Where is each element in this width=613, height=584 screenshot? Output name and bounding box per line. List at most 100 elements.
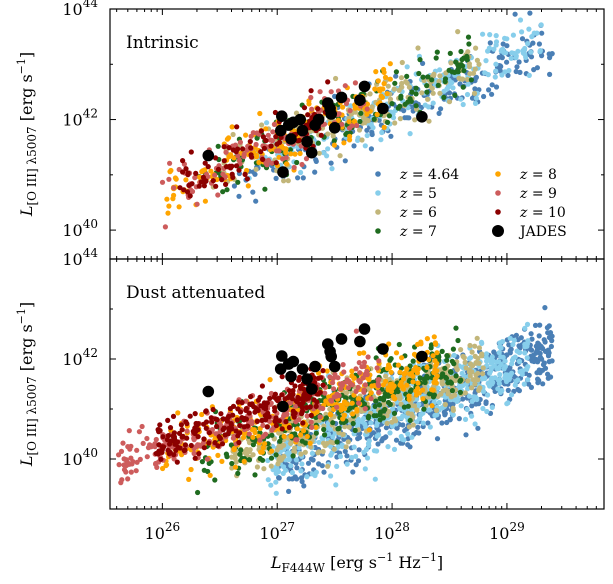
data-point [128, 455, 134, 461]
series-jades [202, 80, 428, 178]
jades-point [358, 80, 371, 93]
data-point [495, 386, 501, 392]
data-point [153, 460, 159, 467]
data-point [192, 175, 198, 181]
data-point [361, 363, 367, 369]
jades-point [301, 135, 313, 148]
data-point [208, 415, 214, 421]
data-point [452, 92, 458, 98]
data-point [353, 453, 359, 459]
data-point [212, 477, 218, 483]
data-point [493, 84, 500, 90]
data-point [414, 407, 420, 413]
data-point [388, 133, 394, 139]
data-point [445, 391, 451, 397]
data-point [308, 412, 314, 418]
data-point [261, 400, 267, 406]
data-point [212, 440, 218, 446]
data-point [514, 64, 520, 70]
data-point [194, 201, 200, 207]
data-point [516, 358, 523, 365]
data-point [316, 461, 322, 467]
data-point [431, 334, 437, 340]
data-point [455, 337, 461, 344]
data-point [545, 371, 551, 377]
data-point [317, 89, 323, 95]
data-point [259, 383, 265, 389]
data-point [186, 182, 192, 188]
data-point [508, 55, 514, 61]
data-point [489, 354, 495, 360]
data-point [357, 118, 363, 125]
data-point [299, 438, 305, 444]
data-point [298, 468, 304, 474]
data-point [545, 350, 551, 356]
data-point [335, 444, 341, 450]
data-point [215, 192, 221, 198]
legend-marker [375, 171, 381, 177]
data-point [345, 439, 351, 445]
data-point [373, 413, 380, 419]
data-point [273, 134, 279, 140]
data-point [480, 365, 486, 371]
data-point [374, 365, 380, 371]
data-point [203, 178, 209, 184]
data-point [268, 482, 274, 488]
data-point [232, 455, 238, 461]
data-point [400, 413, 406, 419]
data-point [237, 409, 244, 415]
data-point [243, 407, 249, 413]
jades-point [277, 400, 289, 413]
data-point [334, 404, 340, 410]
data-point [501, 50, 507, 56]
data-point [166, 203, 172, 209]
data-point [545, 375, 551, 381]
data-point [274, 466, 280, 472]
data-point [293, 419, 299, 425]
data-point [493, 39, 500, 45]
data-point [464, 406, 470, 412]
data-point [466, 41, 472, 47]
data-point [246, 431, 252, 437]
jades-point [296, 363, 309, 375]
data-point [384, 91, 390, 97]
data-point [485, 392, 491, 398]
data-point [469, 349, 475, 355]
data-point [499, 388, 505, 394]
data-point [198, 179, 204, 185]
data-point [191, 437, 197, 443]
data-point [413, 364, 419, 371]
data-point [420, 396, 426, 402]
data-point [491, 349, 497, 355]
data-point [416, 401, 422, 407]
data-point [528, 49, 534, 55]
data-point [469, 398, 475, 404]
data-point [392, 120, 398, 126]
data-point [172, 436, 178, 442]
data-point [174, 459, 180, 465]
data-point [507, 335, 513, 341]
y-tick-label: 1040 [62, 446, 98, 469]
data-point [483, 58, 489, 64]
data-point [231, 183, 237, 189]
data-point [193, 444, 199, 450]
data-point [353, 328, 359, 334]
data-point [123, 469, 129, 475]
data-point [230, 403, 237, 409]
data-point [259, 449, 265, 455]
data-point [165, 433, 171, 439]
data-point [298, 432, 304, 438]
data-point [444, 353, 450, 359]
data-point [434, 373, 440, 379]
data-point [215, 443, 221, 449]
data-point [292, 410, 298, 416]
data-point [496, 364, 502, 370]
data-point [447, 369, 454, 375]
data-point [300, 420, 306, 426]
data-point [269, 432, 275, 438]
data-point [469, 385, 475, 391]
data-point [493, 68, 499, 74]
data-point [349, 400, 355, 406]
data-point [428, 345, 434, 351]
data-point [313, 430, 319, 436]
